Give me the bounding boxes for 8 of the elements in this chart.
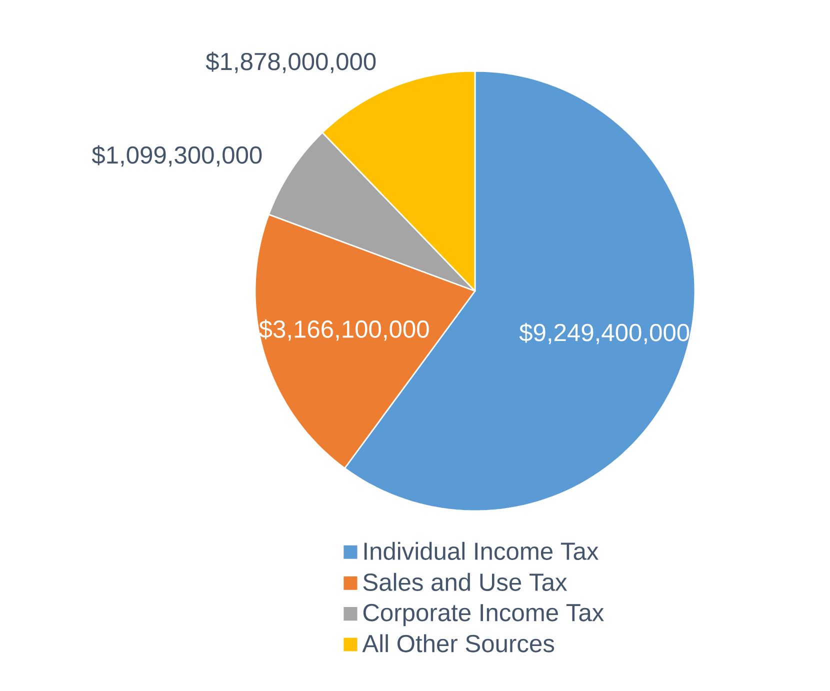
data-label: $9,249,400,000	[519, 322, 690, 344]
legend-label: Corporate Income Tax	[363, 604, 604, 626]
legend-label: Sales and Use Tax	[363, 572, 568, 591]
legend-label: All Other Sources	[362, 634, 554, 652]
data-label: $1,099,300,000	[92, 145, 262, 167]
legend-label: Individual Income Tax	[364, 542, 598, 560]
data-label: $1,878,000,000	[206, 52, 376, 74]
data-label: $3,166,100,000	[259, 319, 429, 341]
